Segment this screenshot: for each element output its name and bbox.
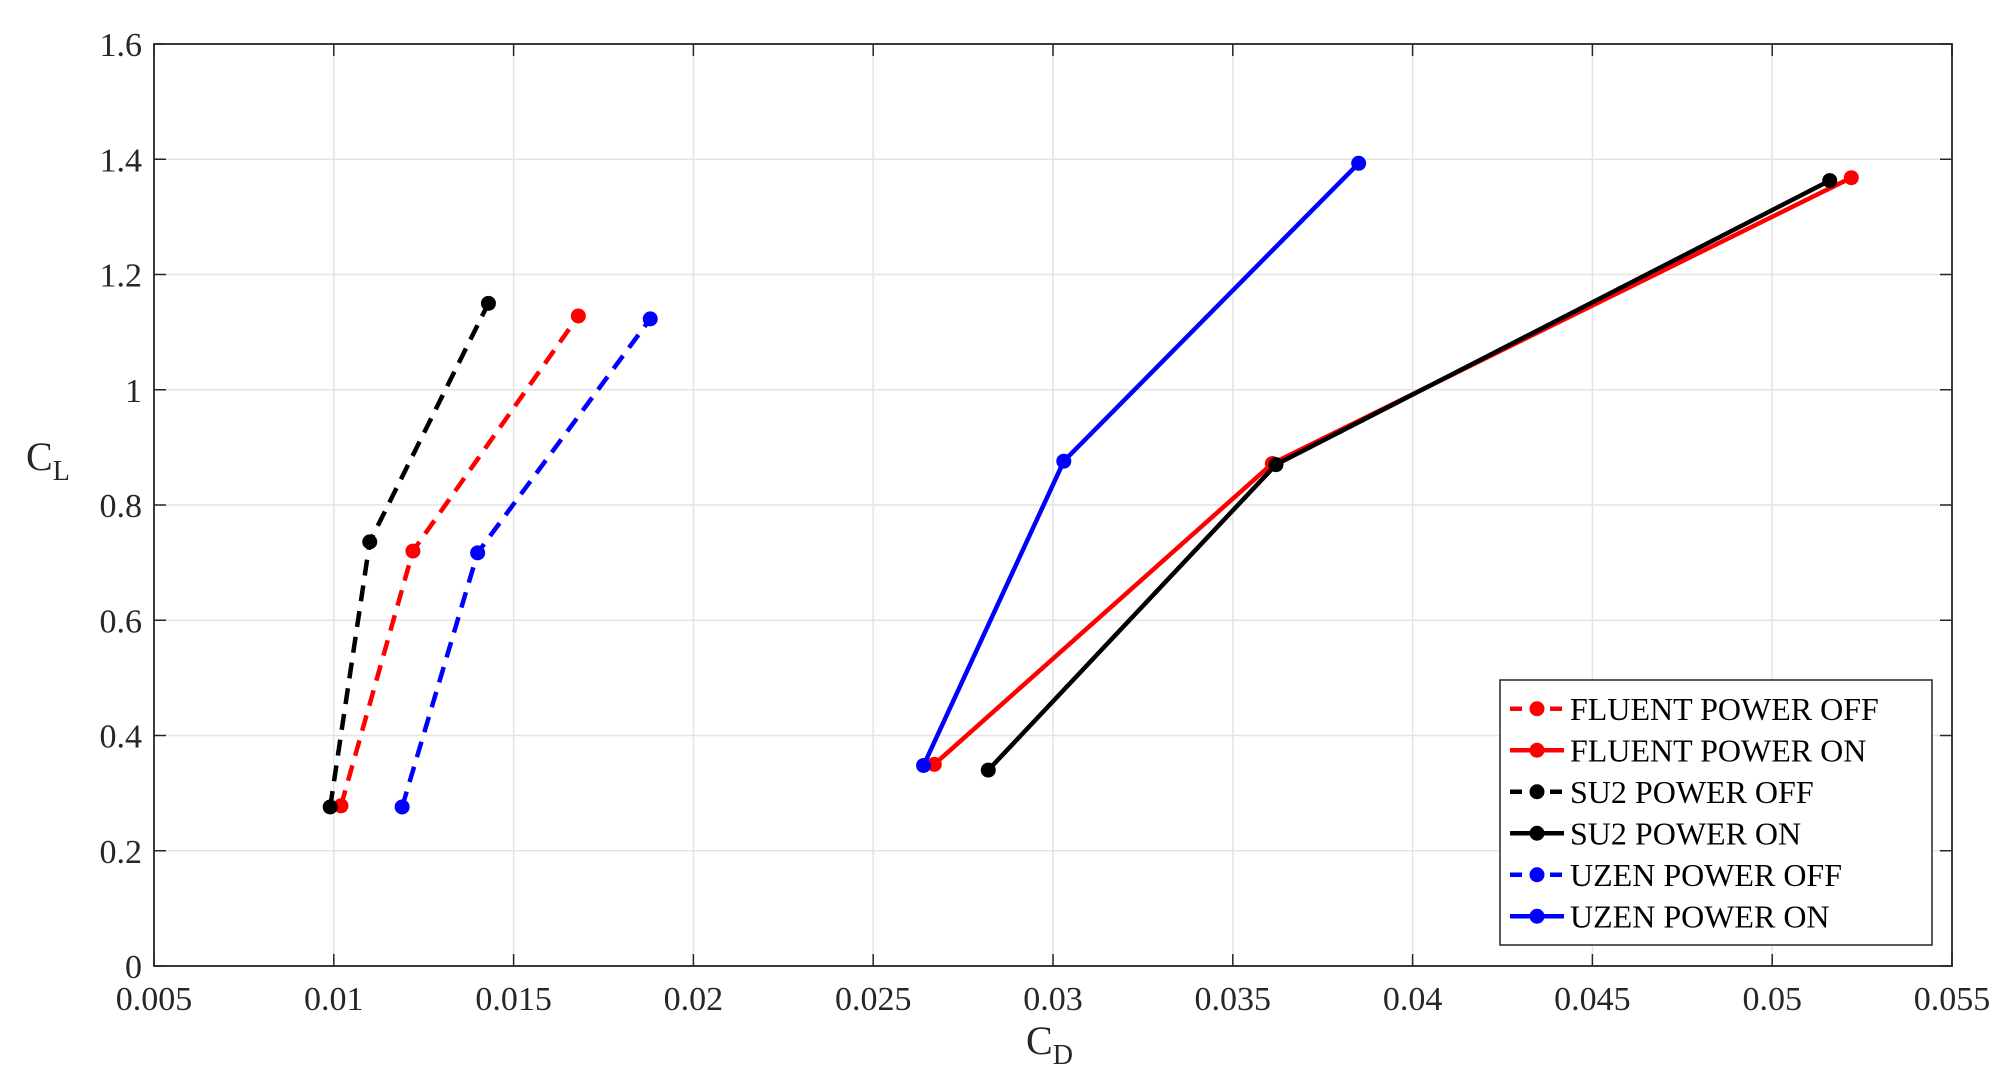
- data-point: [480, 295, 496, 311]
- y-tick-label: 0.8: [100, 488, 143, 525]
- data-point: [405, 543, 421, 559]
- data-point: [926, 756, 942, 772]
- legend-item: FLUENT POWER ON: [1510, 732, 1866, 768]
- legend-label: SU2 POWER OFF: [1570, 774, 1814, 810]
- data-point: [980, 762, 996, 778]
- legend-marker: [1529, 784, 1545, 800]
- legend-box: [1499, 679, 1933, 946]
- data-point: [570, 308, 586, 324]
- data-point: [322, 799, 338, 815]
- data-point: [1822, 173, 1838, 189]
- legend-marker: [1529, 825, 1545, 841]
- legend-label: UZEN POWER OFF: [1570, 857, 1842, 893]
- y-tick-label: 1.6: [100, 27, 143, 64]
- series-group: [322, 155, 1859, 815]
- legend-marker: [1529, 742, 1545, 758]
- data-point: [1056, 453, 1072, 469]
- legend-marker: [1529, 908, 1545, 924]
- x-tick-labels: 0.005 0.01 0.015 0.02 0.025 0.03 0.035 0.04 0.04…: [116, 981, 1991, 1018]
- x-tick-label: 0.03: [1023, 981, 1083, 1018]
- x-tick-label: 0.055: [1914, 981, 1991, 1018]
- x-tick-label: 0.05: [1742, 981, 1802, 1018]
- data-point: [1268, 457, 1284, 473]
- x-tick-label: 0.01: [304, 981, 364, 1018]
- legend: FLUENT POWER OFF FLUENT POWER ON SU2 POWER…: [1499, 679, 1933, 946]
- x-tick-label: 0.04: [1383, 981, 1443, 1018]
- legend-item: SU2 POWER OFF: [1510, 774, 1814, 810]
- y-axis-label: CL: [26, 434, 70, 487]
- series-uzen-power-on: [916, 155, 1367, 773]
- data-point: [333, 798, 349, 814]
- data-point: [642, 311, 658, 327]
- legend-label: UZEN POWER ON: [1570, 898, 1830, 934]
- legend-label: FLUENT POWER ON: [1570, 732, 1866, 768]
- x-tick-label: 0.02: [664, 981, 724, 1018]
- series-su2-power-off: [322, 295, 496, 815]
- legend-label: SU2 POWER ON: [1570, 815, 1801, 851]
- y-tick-label: 0.4: [100, 719, 143, 756]
- y-tick-label: 1.2: [100, 258, 143, 295]
- x-tick-label: 0.005: [116, 981, 193, 1018]
- y-tick-label: 0.2: [100, 834, 143, 871]
- data-point: [362, 534, 378, 550]
- legend-item: SU2 POWER ON: [1510, 815, 1801, 851]
- data-point: [470, 545, 486, 561]
- y-tick-label: 0: [125, 949, 142, 986]
- x-axis-label: CD: [1026, 1018, 1073, 1070]
- series-fluent-power-off: [333, 308, 586, 814]
- x-tick-label: 0.045: [1554, 981, 1631, 1018]
- legend-marker: [1529, 867, 1545, 883]
- x-tick-label: 0.015: [475, 981, 552, 1018]
- legend-item: UZEN POWER OFF: [1510, 857, 1842, 893]
- y-tick-labels: 0 0.2 0.4 0.6 0.8 1 1.2 1.4 1.6: [100, 27, 143, 986]
- y-tick-label: 0.6: [100, 603, 143, 640]
- series-uzen-power-off: [394, 311, 658, 815]
- legend-label: FLUENT POWER OFF: [1570, 691, 1879, 727]
- axes: [153, 43, 1953, 967]
- series-su2-power-on: [980, 173, 1838, 778]
- y-tick-label: 1: [125, 373, 142, 410]
- legend-marker: [1529, 701, 1545, 717]
- plot-frame: [153, 43, 1953, 967]
- x-tick-label: 0.025: [835, 981, 912, 1018]
- legend-item: UZEN POWER ON: [1510, 898, 1830, 934]
- data-point: [1843, 170, 1859, 186]
- data-point: [916, 757, 932, 773]
- y-tick-label: 1.4: [100, 142, 143, 179]
- legend-item: FLUENT POWER OFF: [1510, 691, 1879, 727]
- data-point: [394, 799, 410, 815]
- x-tick-label: 0.035: [1195, 981, 1272, 1018]
- data-point: [1351, 155, 1367, 171]
